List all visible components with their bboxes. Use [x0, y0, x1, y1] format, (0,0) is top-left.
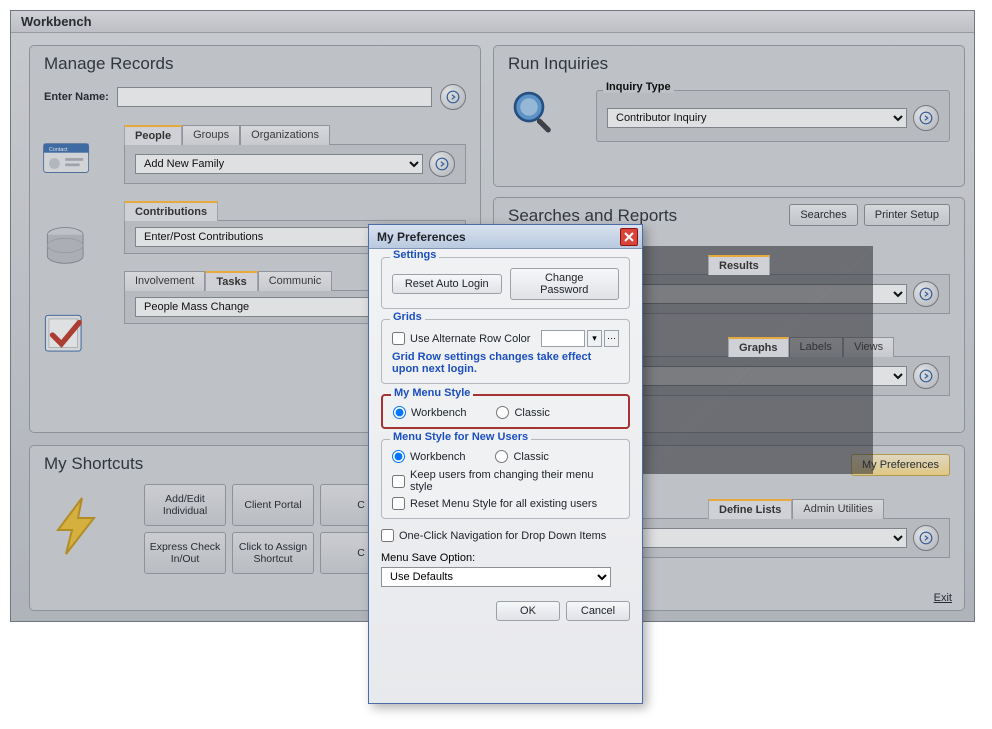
- reset-auto-login-button[interactable]: Reset Auto Login: [392, 274, 502, 294]
- reset-style-checkbox-label[interactable]: Reset Menu Style for all existing users: [392, 497, 619, 510]
- color-more-button[interactable]: ⋯: [604, 330, 619, 347]
- use-alt-row-checkbox[interactable]: [392, 332, 405, 345]
- menu-style-classic-radio[interactable]: Classic: [496, 406, 549, 419]
- tab-graphs[interactable]: Graphs: [728, 337, 789, 357]
- use-alt-row-checkbox-label[interactable]: Use Alternate Row Color: [392, 332, 530, 345]
- keep-users-checkbox[interactable]: [392, 475, 405, 488]
- reset-style-checkbox[interactable]: [392, 497, 405, 510]
- tab-tasks[interactable]: Tasks: [205, 271, 257, 291]
- menu-save-label: Menu Save Option:: [381, 552, 630, 564]
- grids-group: Grids Use Alternate Row Color ▾ ⋯ Grid R…: [381, 319, 630, 384]
- tab-people[interactable]: People: [124, 125, 182, 145]
- tab-contributions[interactable]: Contributions: [124, 201, 218, 221]
- new-users-classic-input[interactable]: [495, 450, 508, 463]
- settings-group: Settings Reset Auto Login Change Passwor…: [381, 257, 630, 309]
- alt-row-color-swatch[interactable]: [541, 330, 585, 347]
- dialog-close-button[interactable]: [620, 228, 638, 246]
- one-click-nav-checkbox[interactable]: [381, 529, 394, 542]
- new-users-workbench-radio[interactable]: Workbench: [392, 450, 465, 463]
- dialog-cancel-button[interactable]: Cancel: [566, 601, 630, 621]
- settings-legend: Settings: [390, 249, 439, 261]
- color-dropdown-button[interactable]: ▾: [587, 330, 602, 347]
- menu-save-select[interactable]: Use Defaults: [381, 567, 611, 587]
- new-users-menu-style-group: Menu Style for New Users Workbench Class…: [381, 439, 630, 519]
- change-password-button[interactable]: Change Password: [510, 268, 620, 300]
- tab-results[interactable]: Results: [708, 255, 770, 275]
- menu-save-row: Menu Save Option: Use Defaults: [381, 552, 630, 587]
- menu-style-workbench-input[interactable]: [393, 406, 406, 419]
- new-users-classic-radio[interactable]: Classic: [495, 450, 548, 463]
- new-users-legend: Menu Style for New Users: [390, 431, 531, 443]
- my-menu-style-legend: My Menu Style: [391, 387, 473, 399]
- one-click-nav-checkbox-label[interactable]: One-Click Navigation for Drop Down Items: [381, 529, 630, 542]
- keep-users-checkbox-label[interactable]: Keep users from changing their menu styl…: [392, 469, 619, 493]
- menu-style-classic-input[interactable]: [496, 406, 509, 419]
- my-menu-style-group: My Menu Style Workbench Classic: [381, 394, 630, 429]
- tab-define-lists[interactable]: Define Lists: [708, 499, 792, 519]
- dialog-title: My Preferences: [377, 230, 466, 244]
- dialog-ok-button[interactable]: OK: [496, 601, 560, 621]
- grid-note: Grid Row settings changes take effect up…: [392, 351, 619, 375]
- new-users-workbench-input[interactable]: [392, 450, 405, 463]
- grids-legend: Grids: [390, 311, 425, 323]
- dialog-titlebar: My Preferences: [369, 225, 642, 249]
- menu-style-workbench-radio[interactable]: Workbench: [393, 406, 466, 419]
- my-preferences-dialog: My Preferences Settings Reset Auto Login…: [368, 224, 643, 704]
